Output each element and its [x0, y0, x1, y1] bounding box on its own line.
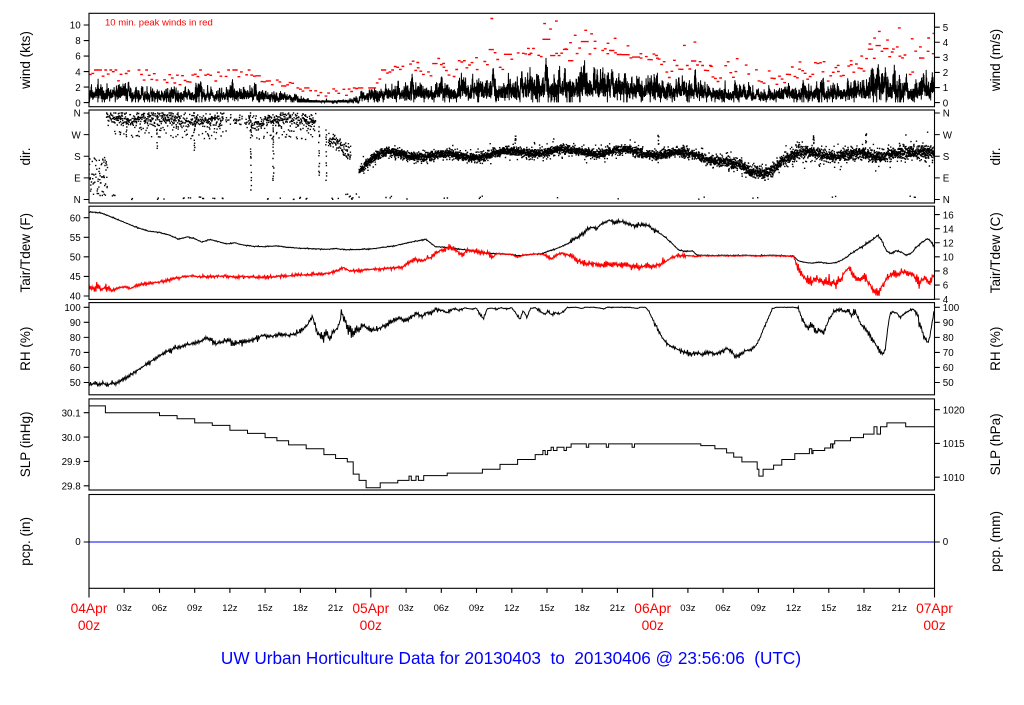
svg-text:pcp. (mm): pcp. (mm) — [988, 511, 1003, 572]
svg-text:55: 55 — [70, 233, 81, 244]
svg-text:70: 70 — [943, 348, 954, 359]
svg-text:10 min. peak winds in red: 10 min. peak winds in red — [105, 18, 213, 29]
svg-text:Tair/Tdew (C): Tair/Tdew (C) — [988, 212, 1003, 293]
svg-text:09z: 09z — [187, 603, 203, 614]
svg-text:21z: 21z — [328, 603, 344, 614]
svg-text:2: 2 — [943, 68, 948, 79]
svg-text:Tair/Tdew (F): Tair/Tdew (F) — [18, 213, 33, 293]
svg-text:00z: 00z — [360, 618, 382, 633]
svg-text:RH (%): RH (%) — [988, 327, 1003, 371]
svg-text:wind (kts): wind (kts) — [18, 31, 33, 90]
svg-text:4: 4 — [75, 67, 81, 78]
svg-text:12: 12 — [943, 239, 954, 250]
svg-text:03z: 03z — [117, 603, 133, 614]
svg-text:18z: 18z — [293, 603, 309, 614]
svg-text:SLP (hPa): SLP (hPa) — [988, 413, 1003, 475]
svg-text:10: 10 — [943, 253, 954, 264]
svg-text:12z: 12z — [222, 603, 238, 614]
svg-text:09z: 09z — [469, 603, 485, 614]
svg-text:06z: 06z — [715, 603, 731, 614]
svg-text:90: 90 — [943, 318, 954, 329]
svg-text:18z: 18z — [856, 603, 872, 614]
svg-text:06z: 06z — [434, 603, 450, 614]
svg-text:10: 10 — [70, 21, 81, 32]
svg-text:06z: 06z — [152, 603, 168, 614]
svg-text:dir.: dir. — [18, 147, 33, 165]
svg-text:06Apr: 06Apr — [634, 601, 671, 616]
svg-text:50: 50 — [70, 253, 81, 264]
svg-text:21z: 21z — [610, 603, 626, 614]
svg-text:3: 3 — [943, 53, 949, 64]
svg-text:4: 4 — [943, 38, 949, 49]
svg-text:04Apr: 04Apr — [71, 601, 108, 616]
svg-text:80: 80 — [70, 333, 81, 344]
svg-text:SLP (inHg): SLP (inHg) — [18, 412, 33, 478]
svg-text:60: 60 — [70, 363, 81, 374]
svg-text:pcp. (in): pcp. (in) — [18, 517, 33, 566]
svg-text:15z: 15z — [539, 603, 555, 614]
svg-text:W: W — [71, 130, 81, 141]
svg-text:60: 60 — [943, 363, 954, 374]
svg-text:30.0: 30.0 — [62, 433, 82, 444]
svg-text:29.8: 29.8 — [62, 482, 82, 493]
svg-text:07Apr: 07Apr — [916, 601, 953, 616]
svg-text:8: 8 — [943, 267, 949, 278]
svg-text:5: 5 — [943, 23, 949, 34]
svg-text:03z: 03z — [680, 603, 696, 614]
svg-text:05Apr: 05Apr — [352, 601, 389, 616]
svg-text:N: N — [74, 109, 81, 120]
svg-text:1020: 1020 — [943, 405, 965, 416]
svg-text:4: 4 — [943, 295, 949, 306]
svg-text:12z: 12z — [786, 603, 802, 614]
svg-text:00z: 00z — [642, 618, 664, 633]
svg-text:0: 0 — [943, 537, 949, 548]
svg-text:100: 100 — [64, 303, 81, 314]
svg-text:2: 2 — [75, 83, 80, 94]
svg-text:12z: 12z — [504, 603, 520, 614]
svg-text:45: 45 — [70, 272, 81, 283]
svg-text:wind (m/s): wind (m/s) — [988, 29, 1003, 92]
svg-text:14: 14 — [943, 224, 954, 235]
svg-text:09z: 09z — [751, 603, 767, 614]
svg-text:60: 60 — [70, 213, 81, 224]
svg-text:E: E — [74, 174, 81, 185]
svg-text:29.9: 29.9 — [62, 457, 81, 468]
svg-text:16: 16 — [943, 210, 954, 221]
svg-text:0: 0 — [75, 98, 81, 109]
svg-text:1: 1 — [943, 83, 948, 94]
svg-text:15z: 15z — [257, 603, 273, 614]
svg-text:RH (%): RH (%) — [18, 327, 33, 371]
svg-text:15z: 15z — [821, 603, 837, 614]
svg-text:S: S — [74, 152, 81, 163]
svg-text:N: N — [943, 195, 950, 206]
svg-text:S: S — [943, 152, 950, 163]
svg-text:70: 70 — [70, 348, 81, 359]
svg-text:6: 6 — [943, 281, 949, 292]
svg-text:21z: 21z — [892, 603, 908, 614]
svg-text:00z: 00z — [78, 618, 100, 633]
svg-text:03z: 03z — [398, 603, 414, 614]
svg-text:0: 0 — [943, 98, 949, 109]
svg-text:UW Urban Horticulture Data for: UW Urban Horticulture Data for 20130403 … — [221, 648, 801, 668]
svg-text:8: 8 — [75, 36, 81, 47]
svg-text:0: 0 — [75, 537, 81, 548]
svg-text:50: 50 — [943, 378, 954, 389]
svg-text:W: W — [943, 130, 953, 141]
svg-text:1010: 1010 — [943, 473, 965, 484]
svg-text:N: N — [74, 195, 81, 206]
svg-text:90: 90 — [70, 318, 81, 329]
svg-text:1015: 1015 — [943, 439, 965, 450]
svg-text:40: 40 — [70, 292, 81, 303]
svg-text:dir.: dir. — [988, 147, 1003, 165]
svg-text:50: 50 — [70, 378, 81, 389]
svg-text:80: 80 — [943, 333, 954, 344]
svg-text:E: E — [943, 174, 950, 185]
svg-text:6: 6 — [75, 52, 81, 63]
svg-text:00z: 00z — [923, 618, 945, 633]
svg-text:18z: 18z — [575, 603, 591, 614]
svg-text:30.1: 30.1 — [62, 408, 81, 419]
svg-text:100: 100 — [943, 303, 960, 314]
svg-text:N: N — [943, 109, 950, 120]
